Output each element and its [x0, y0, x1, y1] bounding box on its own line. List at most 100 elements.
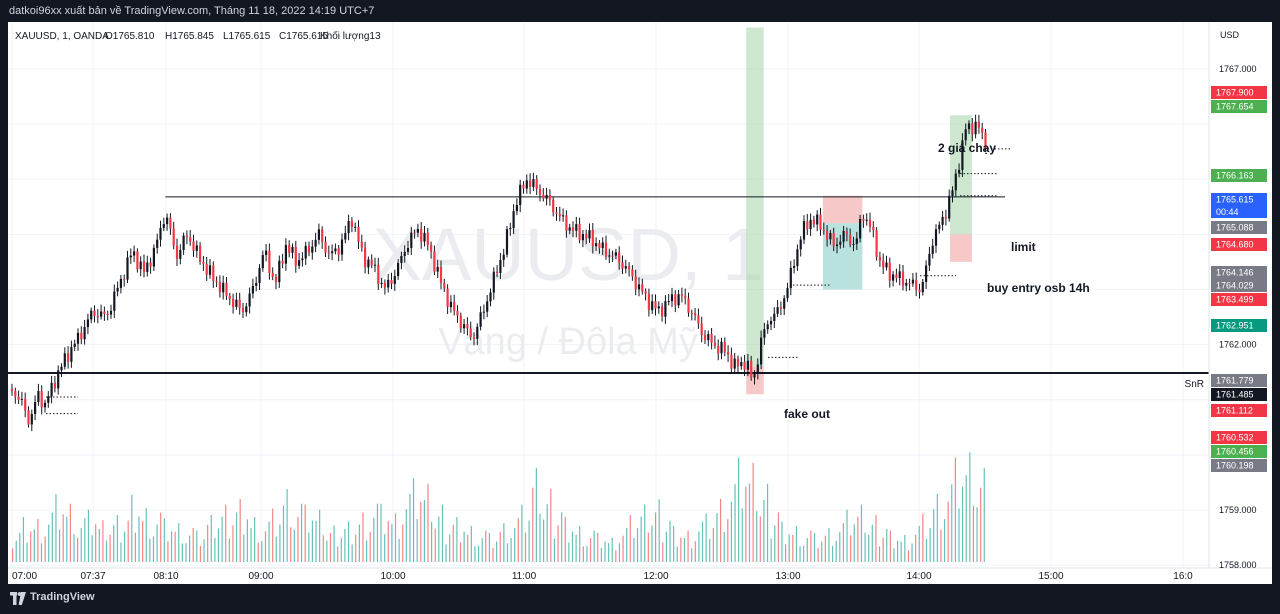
candles [10, 114, 987, 432]
candle-body [175, 245, 179, 259]
volume-bar [387, 521, 389, 562]
volume-bar [701, 521, 704, 562]
price-label: 1761.485 [1216, 390, 1254, 400]
volume-bar [972, 505, 975, 562]
volume-bar [803, 545, 805, 562]
volume-bar [748, 483, 751, 562]
candle-body [819, 214, 822, 230]
price-label: 1760.532 [1216, 433, 1254, 443]
candle-body [598, 243, 601, 249]
watermark-symbol: XAUUSD, 1 [373, 213, 764, 296]
volume-bar [882, 537, 884, 562]
volume-bar [799, 546, 801, 562]
price-label-box [1211, 404, 1267, 417]
candle-body [769, 320, 773, 325]
candle-body [53, 382, 56, 389]
candle-body [608, 255, 611, 257]
price-label: 1764.146 [1216, 268, 1254, 278]
time-tick-label: 10:00 [380, 571, 405, 582]
volume-bar [405, 509, 407, 562]
candle-body [60, 366, 63, 371]
candle-body [367, 259, 370, 268]
candle-body [225, 282, 228, 296]
volume-bar [384, 534, 386, 562]
volume-bar [308, 532, 310, 562]
volume-bar [860, 504, 863, 562]
candle-body [496, 271, 499, 274]
volume-bar [546, 504, 548, 562]
candle-body [839, 241, 842, 245]
watermark-description: Vàng / Đôla Mỹ [438, 321, 698, 363]
candle-body [849, 234, 852, 245]
candle-body [562, 215, 565, 217]
candle-body [918, 289, 921, 293]
legend-high: H1765.845 [165, 31, 214, 42]
volume-bar [752, 462, 754, 562]
volume-bar [120, 542, 122, 562]
volume-bar [412, 478, 415, 562]
volume-bar [261, 541, 263, 562]
candle-body [760, 337, 763, 365]
volume-bar [658, 499, 660, 562]
volume-bar [503, 523, 505, 562]
candle-body [133, 251, 136, 256]
candle-body [291, 246, 294, 253]
candle-body [816, 214, 819, 225]
candle-body [482, 311, 485, 313]
candle-body [898, 271, 901, 279]
price-axis[interactable]: 1758.000 1759.000 1762.000 1767.000 1767.900… [1211, 64, 1267, 570]
candle-body [17, 396, 20, 400]
volume-bar [174, 531, 176, 562]
price-label: 1765.615 [1216, 195, 1254, 205]
candle-body [47, 396, 50, 403]
candle-body [281, 260, 284, 264]
candle-body [126, 257, 129, 280]
currency-label: USD [1220, 30, 1240, 40]
candle-body [512, 211, 515, 229]
candle-body [331, 251, 334, 254]
volume-bar [871, 524, 873, 562]
candle-body [271, 273, 274, 277]
candle-body [238, 299, 241, 308]
volume-bar [254, 517, 256, 562]
price-label-box [1211, 319, 1267, 332]
volume-bar [286, 489, 288, 562]
volume-bar [810, 530, 812, 562]
volume-bar [492, 548, 494, 562]
candle-body [664, 301, 667, 317]
volume-bar [741, 508, 743, 562]
candle-body [971, 123, 974, 135]
candle-body [951, 190, 954, 196]
candle-body [255, 282, 258, 286]
volume-bar [676, 546, 678, 562]
candle-body [505, 229, 509, 255]
volume-bar [134, 532, 137, 562]
candle-body [928, 253, 931, 266]
price-label: 1767.654 [1216, 102, 1254, 112]
volume-bar [304, 504, 306, 562]
legend-symbol: XAUUSD, 1, OANDA [15, 31, 109, 42]
candle-body [548, 195, 551, 200]
volume-bar [597, 532, 599, 562]
candle-body [542, 194, 545, 199]
candle-body [717, 345, 720, 354]
volume-bar [37, 518, 39, 562]
time-axis[interactable]: 07:00 07:37 08:10 09:00 10:00 11:00 12:00 13:00… [12, 571, 1193, 582]
candle-body [294, 246, 297, 266]
candle-body [469, 328, 472, 338]
candle-body [571, 227, 575, 231]
candle-body [680, 294, 683, 296]
candle-body [835, 244, 839, 247]
volume-bar [817, 548, 819, 562]
candle-body [212, 265, 215, 281]
volume-bar [463, 531, 465, 562]
volume-bar [568, 542, 570, 562]
volume-bar [365, 540, 368, 562]
candle-body [568, 227, 571, 231]
chart-frame[interactable]: XAUUSD, 1 Vàng / Đôla Mỹ 2 giá chạy limit… [8, 22, 1272, 584]
candle-body [700, 323, 703, 336]
volume-bar [80, 528, 82, 562]
volume-bar [969, 452, 971, 562]
candle-body [634, 276, 637, 290]
price-chart[interactable]: XAUUSD, 1 Vàng / Đôla Mỹ 2 giá chạy limit… [8, 22, 1272, 584]
